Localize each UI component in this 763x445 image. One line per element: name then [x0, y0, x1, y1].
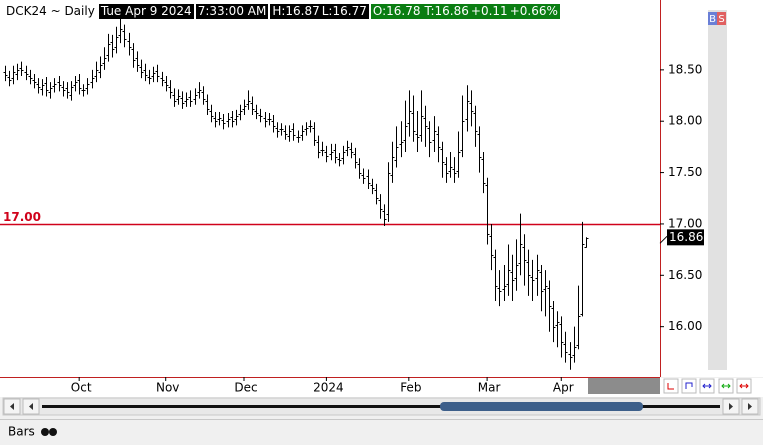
tab-icon: [49, 428, 57, 436]
header: DCK24 ~ Daily Tue Apr 9 2024 7:33:00 AM H:1…: [4, 4, 562, 19]
x-tick-label: Apr: [553, 381, 574, 395]
x-tick-label: Mar: [478, 381, 501, 395]
scrollbar[interactable]: [2, 397, 761, 416]
horizontal-line-label: 17.00: [3, 210, 41, 224]
time-axis-area: [0, 378, 763, 397]
tool-icon: [721, 383, 731, 389]
tool-button[interactable]: [681, 378, 697, 394]
tool-icon: [702, 383, 712, 389]
time: 7:33:00 AM: [195, 4, 269, 19]
x-tick-label: Dec: [234, 381, 257, 395]
x-tick-label: 2024: [313, 381, 344, 395]
x-tick-label: Nov: [156, 381, 179, 395]
symbol: DCK24 ~ Daily: [6, 4, 95, 18]
y-tick-label: 18.00: [668, 114, 702, 128]
y-tick-label: 16.00: [668, 319, 702, 333]
buy-button[interactable]: [708, 12, 717, 25]
buy-label[interactable]: B: [709, 14, 716, 25]
y-tick-label: 17.50: [668, 165, 702, 179]
change: +0.11: [468, 4, 510, 19]
last: T:16.86: [422, 4, 471, 19]
last-price-label: 16.86: [669, 230, 703, 244]
toolbar: [663, 378, 752, 394]
low: L:16.77: [319, 4, 369, 19]
sell-button[interactable]: [717, 12, 726, 25]
tab-icon: [41, 428, 49, 436]
tool-icon: [685, 382, 693, 389]
tool-button[interactable]: [663, 378, 679, 394]
scroll-thumb[interactable]: [440, 402, 643, 411]
open: O:16.78: [370, 4, 423, 19]
x-tick-label: Feb: [400, 381, 421, 395]
y-tick-label: 16.50: [668, 268, 702, 282]
high: H:16.87: [270, 4, 322, 19]
y-tick-label: 18.50: [668, 62, 702, 76]
sell-label[interactable]: S: [718, 14, 724, 25]
last-price-pointer: [659, 235, 668, 244]
y-tick-label: 17.00: [668, 216, 702, 230]
scroll-gap: [588, 378, 660, 394]
side-strip: [708, 10, 727, 370]
last-price-box: [667, 229, 704, 246]
tool-icon: [667, 383, 674, 390]
bars: [3, 18, 589, 370]
change-pct: +0.66%: [507, 4, 560, 19]
date: Tue Apr 9 2024: [98, 4, 194, 19]
x-tick-label: Oct: [71, 381, 92, 395]
tab-label[interactable]: Bars: [8, 425, 35, 439]
tool-icon: [739, 383, 749, 389]
